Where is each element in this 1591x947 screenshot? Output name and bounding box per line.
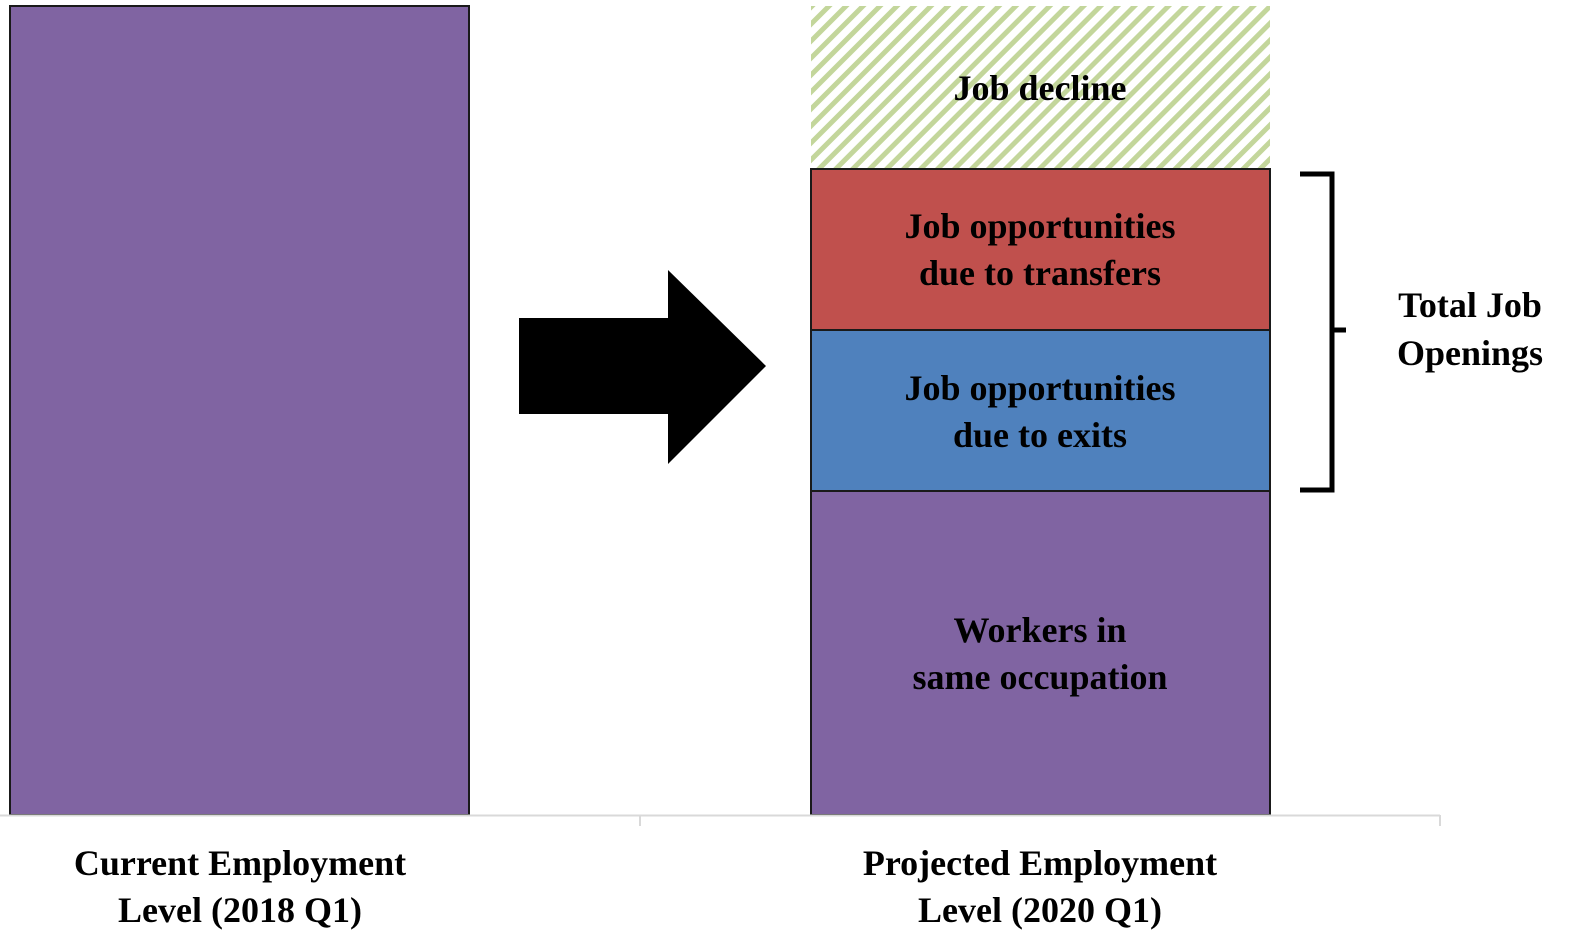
text-line: Current Employment bbox=[74, 843, 406, 883]
segment-label: Job opportunities due to exits bbox=[904, 368, 1175, 455]
text-line: Job opportunities bbox=[904, 206, 1175, 246]
text-line: Level (2020 Q1) bbox=[918, 890, 1162, 930]
text-line: Openings bbox=[1397, 333, 1543, 373]
text-line: Workers in bbox=[953, 610, 1126, 650]
current-bar bbox=[9, 5, 470, 816]
segment-label: Job opportunities due to transfers bbox=[904, 206, 1175, 293]
segment-label: Job decline bbox=[953, 68, 1126, 108]
text-line: Projected Employment bbox=[863, 843, 1217, 883]
same-occupation-segment bbox=[810, 490, 1271, 816]
text-line: due to transfers bbox=[919, 253, 1161, 293]
text-line: Job opportunities bbox=[904, 368, 1175, 408]
bracket-label: Total Job Openings bbox=[1397, 285, 1543, 373]
bracket bbox=[1300, 171, 1335, 493]
text-line: Job decline bbox=[953, 68, 1126, 108]
exits-segment bbox=[810, 329, 1271, 492]
segment-label: Workers in same occupation bbox=[913, 610, 1168, 697]
category-label: Current Employment Level (2018 Q1) bbox=[74, 843, 406, 930]
text-line: Total Job bbox=[1398, 285, 1542, 325]
arrow bbox=[519, 270, 766, 464]
text-line: Level (2018 Q1) bbox=[118, 890, 362, 930]
text-line: same occupation bbox=[913, 657, 1168, 697]
job-decline-segment bbox=[811, 6, 1270, 168]
text-line: due to exits bbox=[953, 415, 1127, 455]
transfers-segment bbox=[810, 168, 1271, 331]
category-label: Projected Employment Level (2020 Q1) bbox=[863, 843, 1217, 930]
